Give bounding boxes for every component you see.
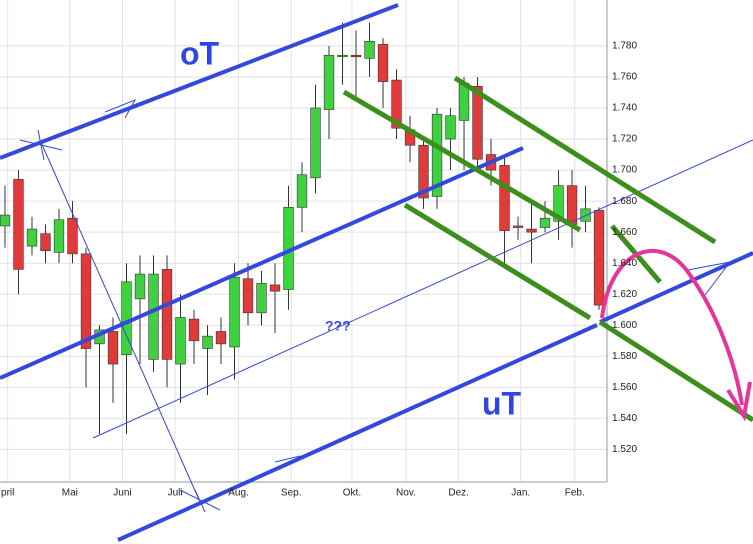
candle-body [377, 44, 389, 82]
candle-body [26, 228, 38, 247]
y-tick-label: 1.780 [612, 41, 637, 52]
candle-body [472, 85, 483, 160]
candle-body [391, 79, 402, 129]
x-tick-label: Jan. [511, 488, 530, 499]
x-tick-label: Nov. [396, 488, 416, 499]
y-tick-label: 1.580 [612, 351, 637, 362]
candle-body [13, 179, 24, 270]
y-tick-label: 1.740 [612, 103, 637, 114]
y-tick-label: 1.620 [612, 289, 637, 300]
lower-trend [117, 323, 598, 542]
candle-body [350, 54, 362, 58]
candle-body [161, 269, 173, 360]
candle-body [418, 144, 429, 199]
candles [0, 22, 605, 434]
candle-body [364, 40, 375, 59]
candle-body [499, 165, 510, 231]
candle-body [296, 174, 308, 208]
candle-body [323, 54, 335, 110]
candle-body [215, 331, 227, 345]
candle-body [188, 318, 200, 342]
mid-trend [0, 146, 524, 380]
annotation: oT [180, 35, 220, 71]
arrow-head [726, 381, 752, 422]
candle-body [269, 284, 281, 292]
candle-body [256, 283, 267, 314]
y-tick-label: 1.760 [612, 72, 637, 83]
candle-body [40, 233, 51, 252]
y-tick-label: 1.560 [612, 382, 637, 393]
x-tick-label: Feb. [565, 488, 585, 499]
candle-body [242, 278, 254, 314]
candle-body [310, 107, 321, 179]
candle-body [593, 210, 605, 306]
candle-body [80, 253, 92, 349]
upper-trend [0, 3, 399, 160]
candle-body [67, 217, 78, 255]
green-channel [598, 319, 753, 423]
candle-body [0, 214, 11, 227]
thin-diagonal [39, 139, 201, 503]
x-tick-label: Juli [168, 488, 183, 499]
x-tick-label: Juni [113, 488, 131, 499]
x-tick-label: pril [1, 488, 14, 499]
x-tick-label: Aug. [228, 488, 249, 499]
forecast-arrow [600, 248, 744, 406]
candle-body [148, 273, 159, 360]
trend-lines [0, 3, 753, 542]
y-tick-label: 1.520 [612, 444, 637, 455]
x-tick-label: Okt. [343, 488, 361, 499]
green-channel [342, 89, 582, 233]
candle-body [202, 335, 213, 349]
y-tick-label: 1.700 [612, 165, 637, 176]
candle-body [566, 185, 578, 225]
candle-body [337, 54, 348, 58]
marker-ticks [19, 99, 732, 513]
candle-body [445, 115, 456, 140]
green-channel [453, 75, 717, 245]
candle-body [175, 317, 186, 365]
candle-body [107, 331, 119, 365]
y-tick-label: 1.540 [612, 413, 637, 424]
y-tick-label: 1.600 [612, 320, 637, 331]
x-tick-label: Sep. [281, 488, 302, 499]
y-tick-label: 1.720 [612, 134, 637, 145]
green-channel [403, 202, 592, 321]
candle-body [539, 217, 551, 228]
thin-trend [92, 139, 753, 439]
candle-body [134, 273, 146, 300]
annotation: ??? [325, 318, 351, 334]
candle-body [229, 276, 240, 348]
y-tick-label: 1.660 [612, 227, 637, 238]
candle-body [526, 228, 537, 233]
x-tick-label: Dez. [448, 488, 469, 499]
x-tick-label: Mai [62, 488, 78, 499]
candle-body [53, 219, 65, 253]
annotation: uT [482, 385, 522, 421]
y-tick-label: 1.680 [612, 196, 637, 207]
candle-body [553, 185, 564, 222]
candle-body [431, 113, 443, 197]
grid [0, 0, 607, 482]
candle-body [512, 225, 524, 228]
y-tick-label: 1.640 [612, 258, 637, 269]
